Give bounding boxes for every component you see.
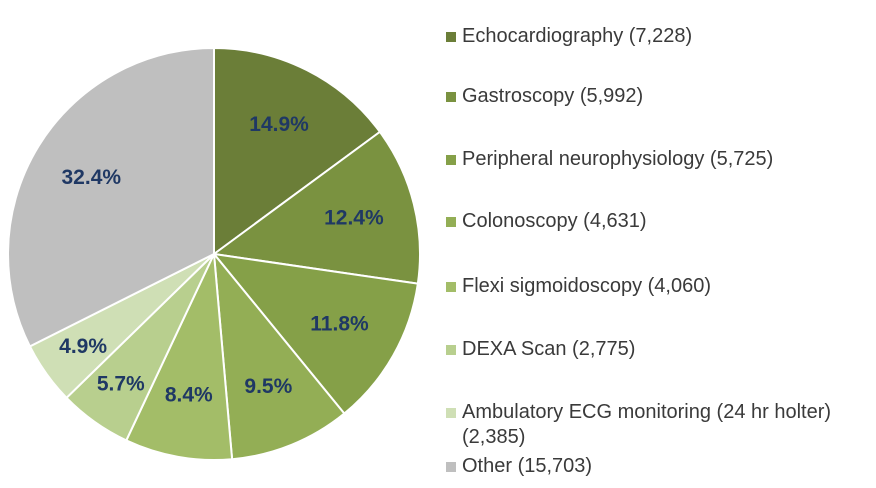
- legend-swatch: [446, 462, 456, 472]
- legend-label: Ambulatory ECG monitoring (24 hr holter)…: [462, 401, 832, 448]
- legend-item: Flexi sigmoidoscopy (4,060): [446, 274, 866, 299]
- slice-label: 5.7%: [97, 372, 145, 395]
- slice-label: 14.9%: [249, 113, 309, 136]
- slice-label: 32.4%: [62, 166, 122, 189]
- legend-swatch: [446, 408, 456, 418]
- pie-slice: [124, 250, 234, 461]
- slice-label: 8.4%: [165, 384, 213, 407]
- slice-label: 11.8%: [310, 313, 369, 336]
- legend-label: Colonoscopy (4,631): [462, 210, 647, 232]
- pie-slice: [211, 252, 419, 415]
- legend-label: Peripheral neurophysiology (5,725): [462, 148, 774, 170]
- legend-label: Gastroscopy (5,992): [462, 85, 644, 107]
- legend-item: Ambulatory ECG monitoring (24 hr holter)…: [446, 400, 866, 450]
- slice-label: 9.5%: [244, 375, 292, 398]
- legend-swatch: [446, 92, 456, 102]
- pie-slice: [211, 130, 421, 285]
- legend-item: Gastroscopy (5,992): [446, 84, 866, 109]
- pie-slice: [7, 46, 215, 348]
- legend-swatch: [446, 345, 456, 355]
- legend-swatch: [446, 155, 456, 165]
- legend-swatch: [446, 32, 456, 42]
- legend-item: DEXA Scan (2,775): [446, 337, 866, 362]
- legend-item: Echocardiography (7,228): [446, 24, 866, 49]
- legend-item: Colonoscopy (4,631): [446, 209, 866, 234]
- legend-swatch: [446, 282, 456, 292]
- legend-label: Echocardiography (7,228): [462, 25, 693, 47]
- legend-swatch: [446, 217, 456, 227]
- legend-label: Other (15,703): [462, 455, 593, 477]
- legend-label: Flexi sigmoidoscopy (4,060): [462, 275, 711, 297]
- pie-slice: [212, 250, 346, 461]
- legend-item: Peripheral neurophysiology (5,725): [446, 147, 866, 172]
- slice-label: 4.9%: [59, 335, 107, 358]
- legend-label: DEXA Scan (2,775): [462, 338, 636, 360]
- pie-slice: [213, 46, 382, 256]
- slice-label: 12.4%: [324, 207, 384, 230]
- legend-item: Other (15,703): [446, 454, 866, 479]
